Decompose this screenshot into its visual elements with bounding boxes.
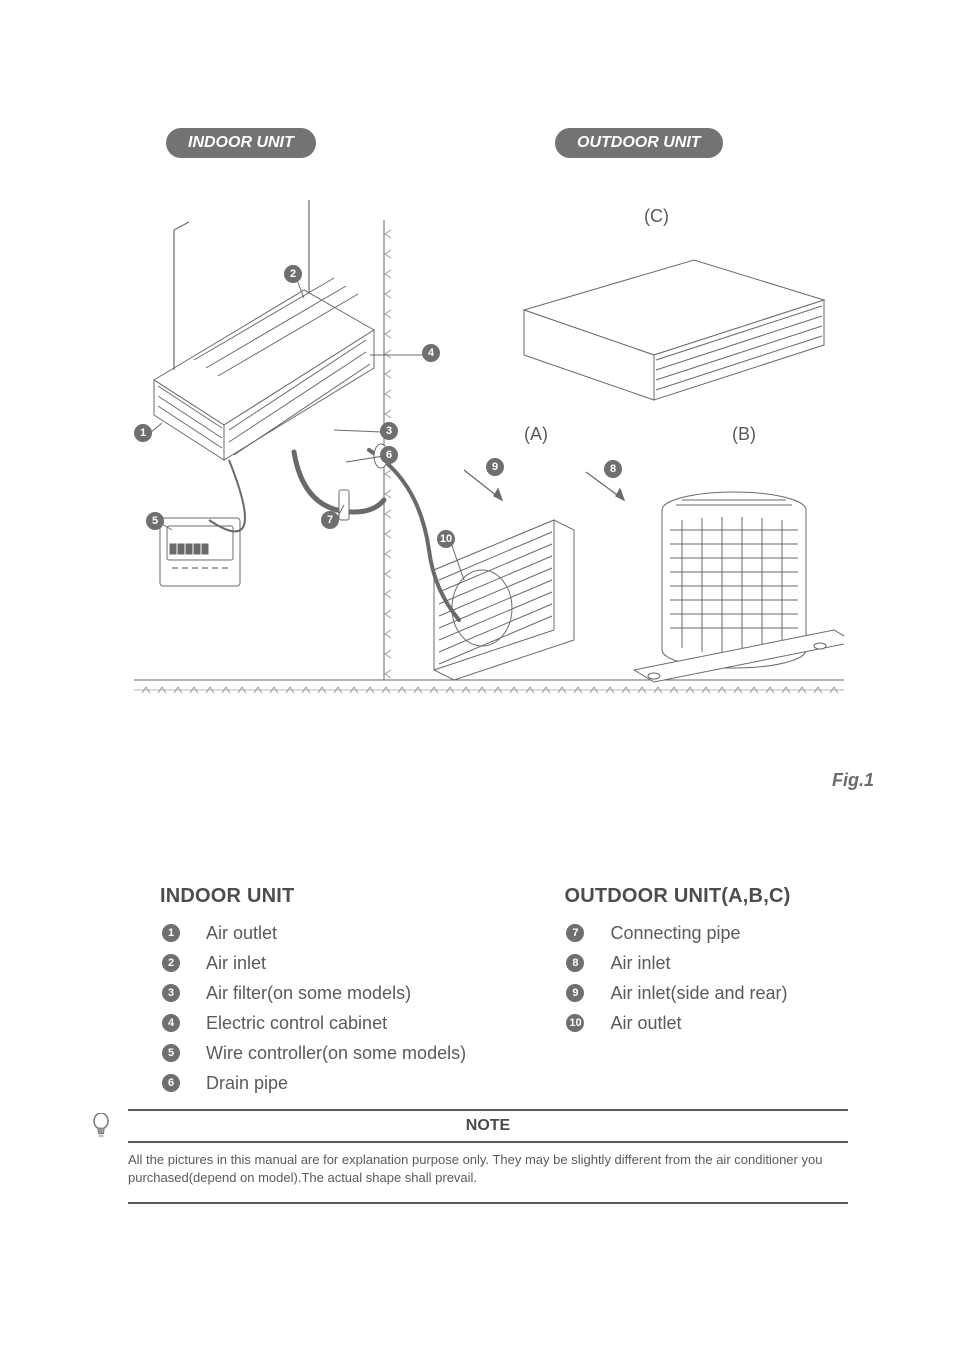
figure-callout-8: 8 xyxy=(604,460,622,478)
legend-bullet: 4 xyxy=(162,1014,180,1032)
legend-label: Electric control cabinet xyxy=(206,1013,387,1034)
legend-label: Air inlet xyxy=(610,953,670,974)
legend-bullet: 10 xyxy=(566,1014,584,1032)
legend-label: Air inlet xyxy=(206,953,266,974)
legend-label: Drain pipe xyxy=(206,1073,288,1094)
figure-callout-7: 7 xyxy=(321,511,339,529)
figure-annotation-C: (C) xyxy=(644,206,669,227)
figure-callout-2: 2 xyxy=(284,265,302,283)
legend: INDOOR UNIT 1 Air outlet 2 Air inlet 3 Air fi… xyxy=(160,885,860,1098)
figure-callout-9: 9 xyxy=(486,458,504,476)
header-pill-indoor: INDOOR UNIT xyxy=(166,128,316,158)
legend-label: Air outlet xyxy=(610,1013,681,1034)
legend-indoor-list: 1 Air outlet 2 Air inlet 3 Air filter(on some… xyxy=(160,918,560,1098)
figure-callout-3: 3 xyxy=(380,422,398,440)
legend-row: 2 Air inlet xyxy=(160,948,560,978)
legend-outdoor: OUTDOOR UNIT(A,B,C) 7 Connecting pipe 8 Air… xyxy=(564,885,844,1038)
legend-bullet: 1 xyxy=(162,924,180,942)
legend-bullet: 6 xyxy=(162,1074,180,1092)
legend-bullet: 8 xyxy=(566,954,584,972)
figure-annotation-B: (B) xyxy=(732,424,756,445)
legend-outdoor-title: OUTDOOR UNIT(A,B,C) xyxy=(564,885,844,908)
legend-label: Air inlet(side and rear) xyxy=(610,983,787,1004)
lightbulb-icon xyxy=(92,1113,110,1139)
legend-outdoor-list: 7 Connecting pipe 8 Air inlet 9 Air inlet(sid… xyxy=(564,918,844,1038)
legend-row: 1 Air outlet xyxy=(160,918,560,948)
figure-callout-1: 1 xyxy=(134,424,152,442)
note-block: NOTE All the pictures in this manual are… xyxy=(128,1109,848,1204)
note-body: All the pictures in this manual are for … xyxy=(128,1143,848,1202)
legend-indoor: INDOOR UNIT 1 Air outlet 2 Air inlet 3 Air fi… xyxy=(160,885,560,1098)
header-pill-outdoor: OUTDOOR UNIT xyxy=(555,128,723,158)
figure-callout-4: 4 xyxy=(422,344,440,362)
note-rule-bottom xyxy=(128,1202,848,1204)
legend-row: 9 Air inlet(side and rear) xyxy=(564,978,844,1008)
legend-bullet: 7 xyxy=(566,924,584,942)
legend-row: 8 Air inlet xyxy=(564,948,844,978)
legend-row: 4 Electric control cabinet xyxy=(160,1008,560,1038)
figure-1: (C) (A) (B) 1 2 3 4 5 6 7 8 9 10 xyxy=(134,200,844,720)
legend-row: 3 Air filter(on some models) xyxy=(160,978,560,1008)
figure-callout-10: 10 xyxy=(437,530,455,548)
legend-bullet: 5 xyxy=(162,1044,180,1062)
legend-label: Air filter(on some models) xyxy=(206,983,411,1004)
figure-caption: Fig.1 xyxy=(832,770,874,791)
manual-page: INDOOR UNIT OUTDOOR UNIT xyxy=(0,0,954,1350)
legend-label: Wire controller(on some models) xyxy=(206,1043,466,1064)
legend-bullet: 9 xyxy=(566,984,584,1002)
legend-indoor-title: INDOOR UNIT xyxy=(160,885,560,908)
legend-row: 6 Drain pipe xyxy=(160,1068,560,1098)
figure-callout-6: 6 xyxy=(380,446,398,464)
legend-bullet: 3 xyxy=(162,984,180,1002)
legend-row: 7 Connecting pipe xyxy=(564,918,844,948)
figure-annotation-A: (A) xyxy=(524,424,548,445)
legend-label: Connecting pipe xyxy=(610,923,740,944)
note-title: NOTE xyxy=(128,1111,848,1141)
figure-callout-5: 5 xyxy=(146,512,164,530)
legend-label: Air outlet xyxy=(206,923,277,944)
legend-row: 10 Air outlet xyxy=(564,1008,844,1038)
legend-row: 5 Wire controller(on some models) xyxy=(160,1038,560,1068)
legend-bullet: 2 xyxy=(162,954,180,972)
